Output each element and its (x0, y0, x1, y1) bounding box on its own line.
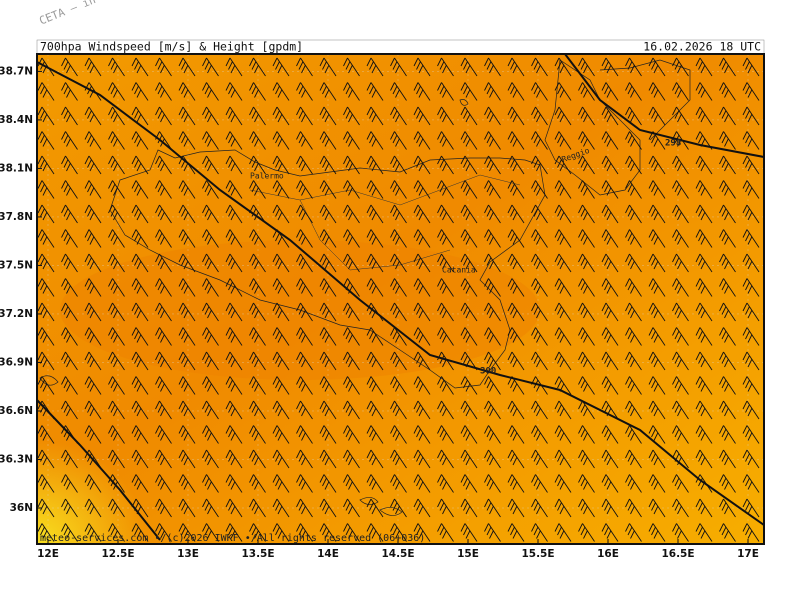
lon-tick-label: 13.5E (241, 548, 274, 560)
watermark: CETA – in (37, 0, 97, 28)
copyright: meteo-services.com •/(c)2026 IWKF •/All … (40, 533, 425, 544)
lon-tick-label: 15E (457, 548, 479, 560)
lat-tick-label: 36.9N (0, 356, 33, 368)
wind-barbs (37, 54, 764, 544)
lon-tick-label: 16E (597, 548, 619, 560)
place-label: Catania (442, 266, 476, 275)
lon-tick-label: 14.5E (381, 548, 414, 560)
lat-tick-label: 36.6N (0, 405, 33, 417)
contour-label: 300 (480, 367, 496, 377)
contour-label: 298 (665, 139, 681, 149)
lat-tick-label: 38.7N (0, 65, 33, 77)
lon-tick-label: 15.5E (521, 548, 554, 560)
axes: 38.7N 38.4N 38.1N 37.8N 37.5N 37.2N 36.9N 36.6N… (0, 65, 759, 560)
map-frame (36, 53, 765, 545)
valid-time: 16.02.2026_18_UTC (643, 40, 761, 54)
height-contours (37, 54, 764, 541)
lat-tick-label: 38.1N (0, 162, 33, 174)
lat-tick-label: 38.4N (0, 114, 33, 126)
lat-tick-label: 37.8N (0, 211, 33, 223)
lat-tick-label: 37.5N (0, 259, 33, 271)
lon-tick-label: 13E (177, 548, 199, 560)
map-title: 700hpa_Windspeed_[m/s]_&_Height_[gpdm] (40, 40, 303, 54)
lon-tick-label: 12E (37, 548, 59, 560)
lat-tick-label: 36.3N (0, 453, 33, 465)
lon-tick-label: 17E (737, 548, 759, 560)
lat-tick-label: 37.2N (0, 308, 33, 320)
lon-tick-label: 16.5E (661, 548, 694, 560)
lon-tick-label: 12.5E (101, 548, 134, 560)
place-label: Palermo (250, 172, 284, 181)
lon-tick-label: 14E (317, 548, 339, 560)
lat-tick-label: 36N (10, 502, 33, 514)
map-area: Palermo Catania Reggio 298 300 meteo-ser… (37, 54, 764, 544)
